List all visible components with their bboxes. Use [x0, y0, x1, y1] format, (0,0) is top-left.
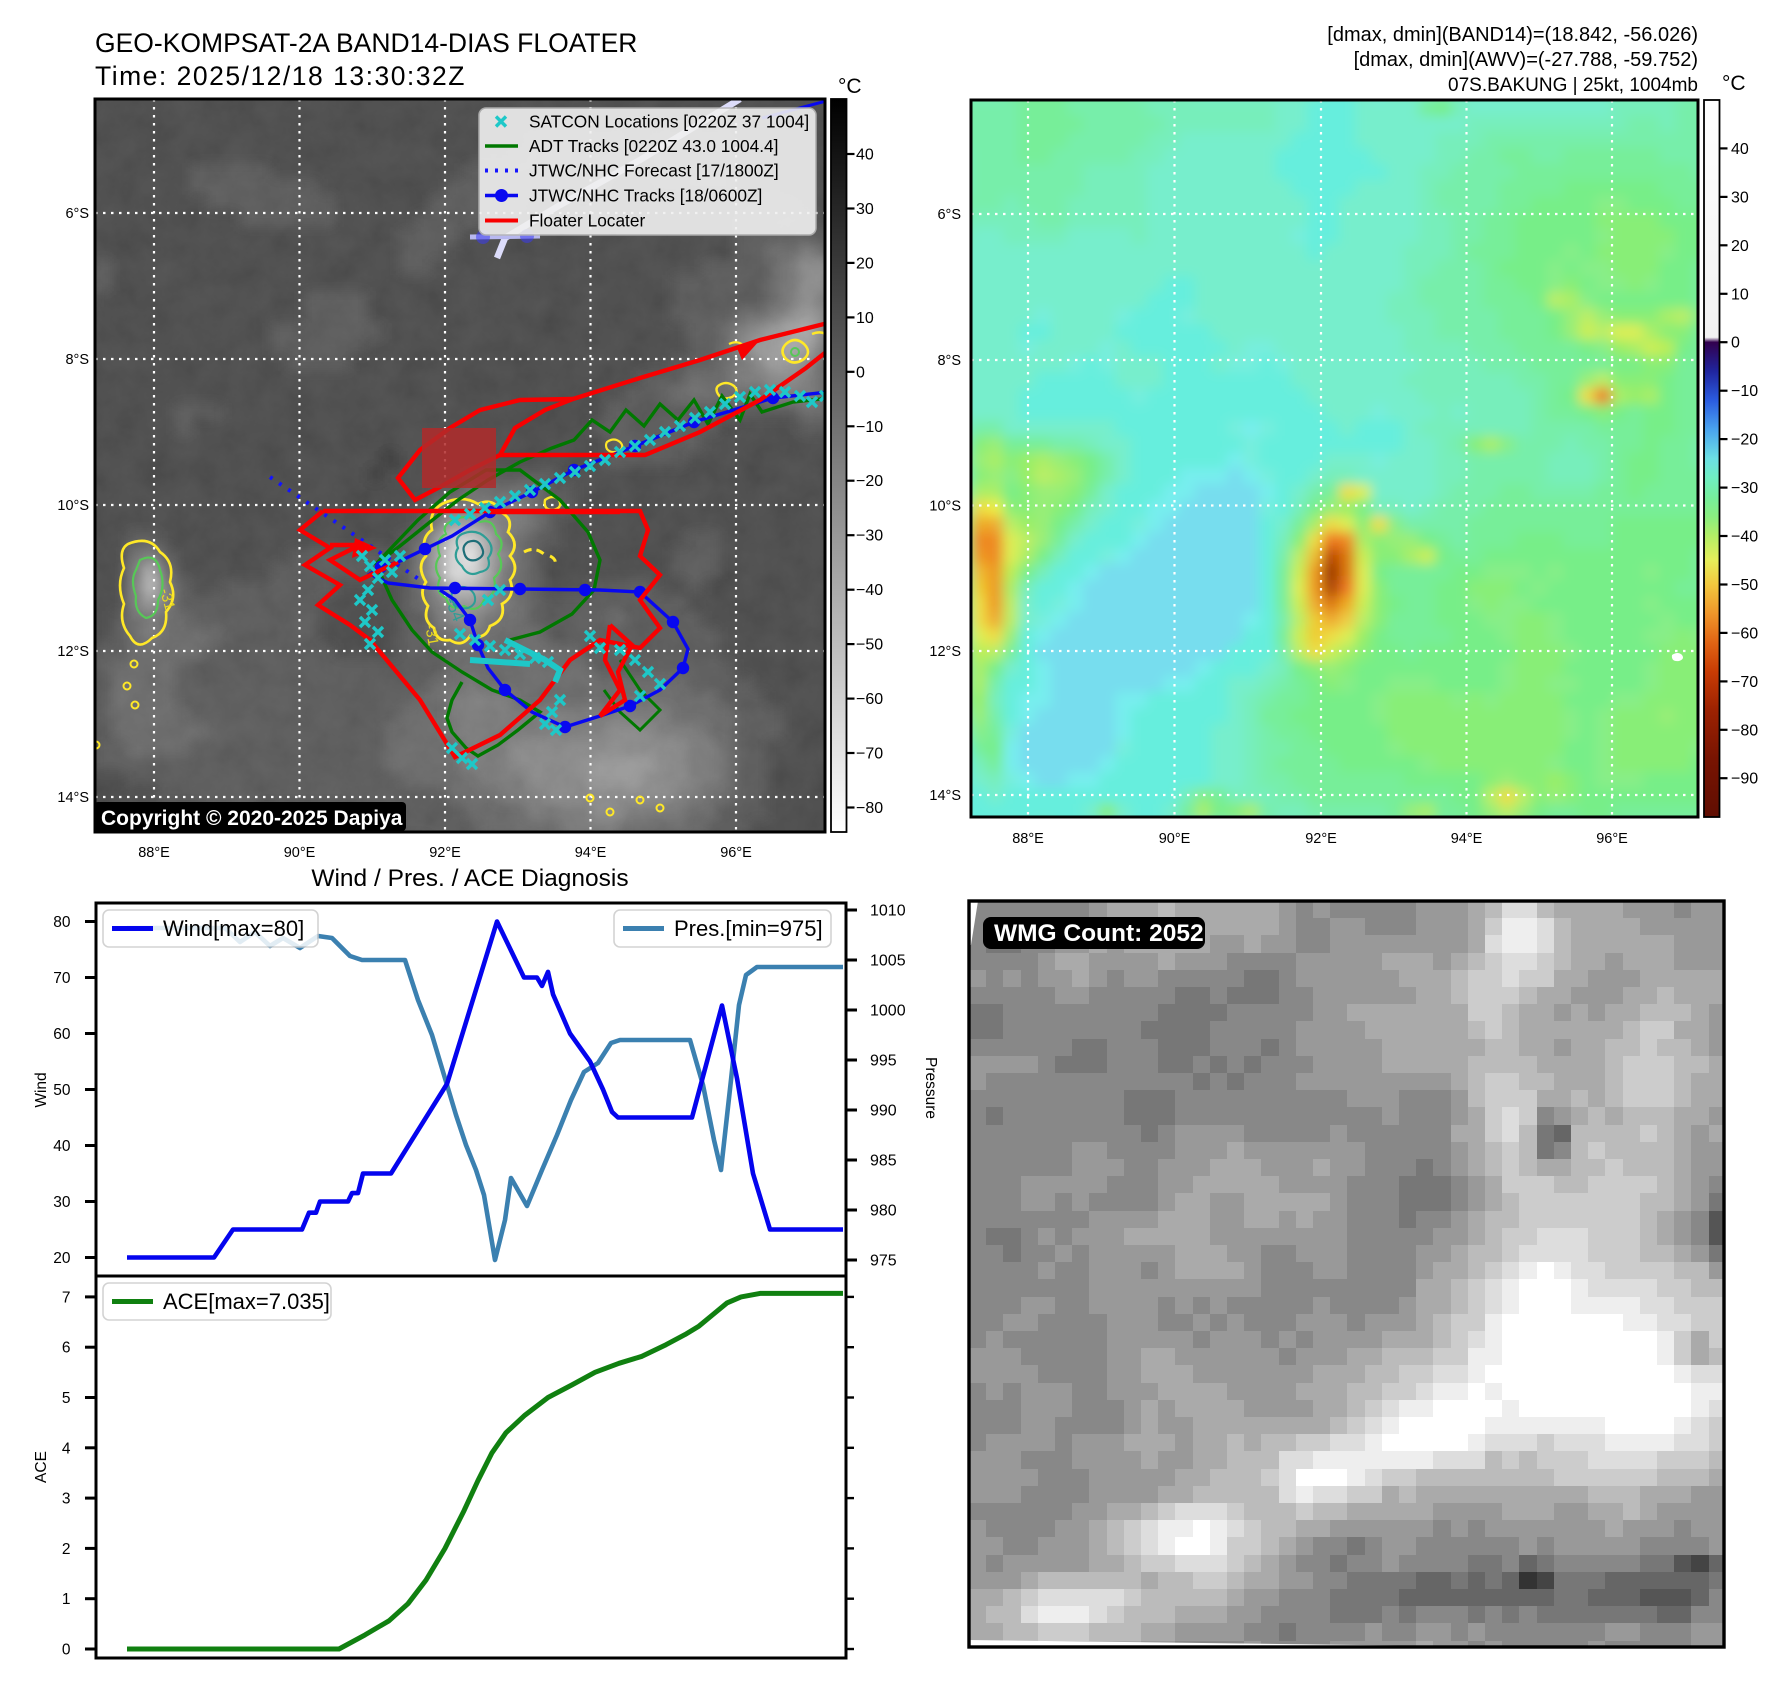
svg-text:96°E: 96°E	[720, 845, 752, 861]
svg-text:14°S: 14°S	[57, 790, 89, 806]
svg-text:−20: −20	[1731, 432, 1758, 449]
svg-text:1000: 1000	[870, 1003, 906, 1020]
svg-text:Time: 2025/12/18 13:30:32Z: Time: 2025/12/18 13:30:32Z	[95, 61, 466, 91]
svg-text:1: 1	[62, 1591, 71, 1608]
svg-text:8°S: 8°S	[65, 352, 89, 368]
svg-text:1005: 1005	[870, 953, 906, 970]
svg-text:[dmax, dmin](AWV)=(-27.788, -5: [dmax, dmin](AWV)=(-27.788, -59.752)	[1354, 49, 1698, 71]
svg-text:−30: −30	[856, 528, 883, 545]
svg-text:90°E: 90°E	[284, 845, 316, 861]
svg-text:−80: −80	[856, 800, 883, 817]
svg-text:12°S: 12°S	[929, 644, 961, 660]
svg-text:40: 40	[1731, 141, 1749, 158]
svg-text:Pressure: Pressure	[922, 1057, 939, 1119]
svg-text:30: 30	[53, 1194, 71, 1211]
svg-text:88°E: 88°E	[138, 845, 170, 861]
svg-text:10: 10	[856, 310, 874, 327]
svg-text:07S.BAKUNG | 25kt, 1004mb: 07S.BAKUNG | 25kt, 1004mb	[1448, 75, 1698, 96]
svg-text:990: 990	[870, 1103, 897, 1120]
svg-text:10: 10	[1731, 286, 1749, 303]
svg-text:−10: −10	[856, 419, 883, 436]
svg-text:−40: −40	[1731, 529, 1758, 546]
svg-text:JTWC/NHC Tracks [18/0600Z]: JTWC/NHC Tracks [18/0600Z]	[529, 186, 762, 206]
svg-text:−50: −50	[856, 637, 883, 654]
svg-text:90°E: 90°E	[1159, 831, 1191, 847]
svg-text:−60: −60	[1731, 625, 1758, 642]
svg-text:30: 30	[1731, 189, 1749, 206]
svg-text:92°E: 92°E	[429, 845, 461, 861]
svg-text:1010: 1010	[870, 903, 906, 920]
svg-text:30: 30	[856, 201, 874, 218]
svg-text:7: 7	[62, 1289, 71, 1306]
svg-text:94°E: 94°E	[1451, 831, 1483, 847]
svg-text:8°S: 8°S	[937, 353, 961, 369]
svg-text:°C: °C	[838, 75, 862, 98]
svg-text:0: 0	[62, 1642, 71, 1659]
svg-text:SATCON Locations [0220Z 37 100: SATCON Locations [0220Z 37 1004]	[529, 112, 809, 132]
svg-text:-31: -31	[156, 587, 178, 612]
svg-text:0: 0	[856, 364, 865, 381]
svg-text:80: 80	[53, 914, 71, 931]
svg-text:6°S: 6°S	[65, 206, 89, 222]
svg-text:6°S: 6°S	[937, 207, 961, 223]
svg-text:985: 985	[870, 1153, 897, 1170]
svg-text:ACE[max=7.035]: ACE[max=7.035]	[163, 1289, 330, 1314]
svg-text:50: 50	[53, 1082, 71, 1099]
svg-text:995: 995	[870, 1053, 897, 1070]
svg-text:−50: −50	[1731, 577, 1758, 594]
svg-text:−80: −80	[1731, 722, 1758, 739]
svg-text:−10: −10	[1731, 383, 1758, 400]
svg-text:96°E: 96°E	[1596, 831, 1628, 847]
svg-text:20: 20	[53, 1250, 71, 1267]
svg-text:12°S: 12°S	[57, 644, 89, 660]
svg-text:6: 6	[62, 1340, 71, 1357]
svg-text:Pres.[min=975]: Pres.[min=975]	[674, 916, 823, 941]
svg-text:92°E: 92°E	[1305, 831, 1337, 847]
svg-text:-31: -31	[421, 623, 442, 647]
svg-text:JTWC/NHC Forecast [17/1800Z]: JTWC/NHC Forecast [17/1800Z]	[529, 161, 779, 181]
svg-text:°C: °C	[1722, 72, 1746, 95]
svg-text:ACE: ACE	[33, 1451, 50, 1483]
svg-text:Copyright © 2020-2025 Dapiya: Copyright © 2020-2025 Dapiya	[101, 807, 403, 830]
svg-text:−90: −90	[1731, 771, 1758, 788]
svg-text:−30: −30	[1731, 480, 1758, 497]
svg-text:Wind / Pres. / ACE Diagnosis: Wind / Pres. / ACE Diagnosis	[311, 865, 628, 892]
svg-text:10°S: 10°S	[57, 498, 89, 514]
svg-text:10°S: 10°S	[929, 499, 961, 515]
svg-text:−40: −40	[856, 582, 883, 599]
svg-text:GEO-KOMPSAT-2A BAND14-DIAS FLO: GEO-KOMPSAT-2A BAND14-DIAS FLOATER	[95, 28, 637, 58]
svg-text:40: 40	[856, 147, 874, 164]
svg-text:94°E: 94°E	[575, 845, 607, 861]
svg-text:88°E: 88°E	[1012, 831, 1044, 847]
svg-text:−70: −70	[856, 746, 883, 763]
svg-text:60: 60	[53, 1026, 71, 1043]
svg-text:−20: −20	[856, 473, 883, 490]
svg-text:5: 5	[62, 1390, 71, 1407]
svg-text:975: 975	[870, 1253, 897, 1270]
svg-text:70: 70	[53, 970, 71, 987]
svg-text:20: 20	[1731, 238, 1749, 255]
svg-text:980: 980	[870, 1203, 897, 1220]
svg-text:Wind[max=80]: Wind[max=80]	[163, 916, 304, 941]
svg-text:4: 4	[62, 1440, 71, 1457]
svg-text:40: 40	[53, 1138, 71, 1155]
svg-text:0: 0	[1731, 335, 1740, 352]
svg-text:Floater Locater: Floater Locater	[529, 211, 645, 231]
svg-text:ADT Tracks [0220Z 43.0 1004.4]: ADT Tracks [0220Z 43.0 1004.4]	[529, 136, 778, 156]
svg-text:2: 2	[62, 1541, 71, 1558]
svg-text:Wind: Wind	[33, 1072, 50, 1107]
svg-text:−60: −60	[856, 691, 883, 708]
svg-text:−70: −70	[1731, 674, 1758, 691]
svg-text:3: 3	[62, 1491, 71, 1508]
svg-text:14°S: 14°S	[929, 788, 961, 804]
svg-text:[dmax, dmin](BAND14)=(18.842,: [dmax, dmin](BAND14)=(18.842, -56.026)	[1327, 24, 1698, 46]
svg-text:20: 20	[856, 255, 874, 272]
